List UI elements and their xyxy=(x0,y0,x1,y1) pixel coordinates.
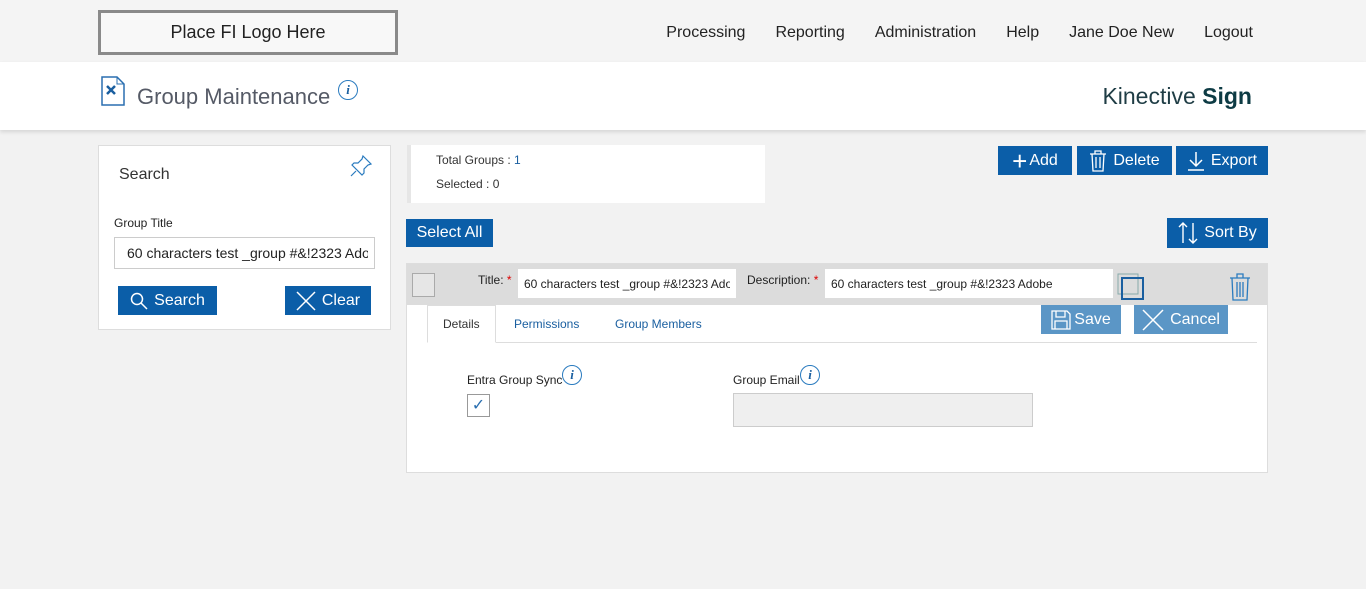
delete-button[interactable]: Delete xyxy=(1077,146,1172,175)
tab-details-label: Details xyxy=(443,317,480,331)
copy-icon[interactable] xyxy=(1117,273,1145,301)
info-icon[interactable]: i xyxy=(562,365,582,385)
page-title: Group Maintenance xyxy=(137,84,331,109)
sort-by-label: Sort By xyxy=(1204,224,1257,241)
plus-icon: + xyxy=(1012,145,1028,176)
tab-group-members-label: Group Members xyxy=(615,317,702,331)
tab-underline xyxy=(427,342,1257,343)
top-bar: Place FI Logo Here Processing Reporting … xyxy=(0,0,1366,62)
main-nav: Processing Reporting Administration Help… xyxy=(666,24,1253,42)
trash-icon xyxy=(1090,149,1107,172)
entra-group-sync-checkbox[interactable]: ✓ xyxy=(467,394,490,417)
close-icon xyxy=(296,290,316,311)
nav-user[interactable]: Jane Doe New xyxy=(1069,24,1175,41)
brand-logo: Kinective Sign xyxy=(1102,83,1252,110)
group-document-icon xyxy=(101,76,125,106)
summary-box: Total Groups : 1 Selected : 0 xyxy=(407,145,765,203)
brand-light: Kinective xyxy=(1102,83,1203,109)
tab-details[interactable]: Details xyxy=(427,305,496,343)
select-all-label: Select All xyxy=(416,224,483,241)
trash-icon[interactable] xyxy=(1229,273,1251,301)
logo-placeholder: Place FI Logo Here xyxy=(98,10,398,55)
brand-bold: Sign xyxy=(1202,83,1252,109)
group-email-label: Group Email xyxy=(733,373,800,387)
download-icon xyxy=(1187,151,1204,171)
save-button[interactable]: Save xyxy=(1041,305,1121,334)
tab-group-members[interactable]: Group Members xyxy=(600,305,717,343)
nav-reporting[interactable]: Reporting xyxy=(775,24,845,41)
tab-permissions[interactable]: Permissions xyxy=(499,305,594,343)
close-icon xyxy=(1142,308,1164,331)
export-button[interactable]: Export xyxy=(1176,146,1268,175)
nav-administration[interactable]: Administration xyxy=(874,24,977,41)
selected-label: Selected : xyxy=(436,177,493,191)
info-icon[interactable]: i xyxy=(338,80,358,100)
total-count: 1 xyxy=(514,153,521,167)
search-title: Search xyxy=(119,166,170,183)
group-email-input[interactable] xyxy=(733,393,1033,427)
page-header: Group Maintenance i Kinective Sign xyxy=(0,62,1366,130)
group-title-label: Group Title xyxy=(114,216,173,230)
nav-help[interactable]: Help xyxy=(1006,24,1040,41)
search-button-label: Search xyxy=(154,291,205,309)
group-description-field[interactable] xyxy=(825,269,1113,298)
clear-button-label: Clear xyxy=(321,291,361,309)
clear-button[interactable]: Clear xyxy=(285,286,371,315)
group-title-field[interactable] xyxy=(518,269,736,298)
title-label: Title: * xyxy=(478,273,512,287)
add-label: Add xyxy=(1029,151,1058,169)
search-button[interactable]: Search xyxy=(118,286,217,315)
cancel-label: Cancel xyxy=(1170,310,1220,328)
total-label: Total Groups : xyxy=(436,153,515,167)
sort-by-button[interactable]: Sort By xyxy=(1167,218,1268,248)
nav-logout[interactable]: Logout xyxy=(1204,24,1253,41)
save-label: Save xyxy=(1074,310,1111,328)
search-panel: Search Group Title Search Clear xyxy=(98,145,391,330)
tab-permissions-label: Permissions xyxy=(514,317,580,331)
pin-icon[interactable] xyxy=(349,154,373,178)
total-groups: Total Groups : 1 xyxy=(436,153,521,167)
export-label: Export xyxy=(1210,151,1258,169)
selected-count: 0 xyxy=(492,177,500,191)
selected-groups: Selected : 0 xyxy=(436,177,499,191)
sort-icon xyxy=(1178,222,1198,244)
save-icon xyxy=(1051,309,1071,330)
info-icon[interactable]: i xyxy=(800,365,820,385)
entra-group-sync-label: Entra Group Sync xyxy=(467,373,563,387)
group-select-checkbox[interactable] xyxy=(412,273,435,297)
group-title-input[interactable] xyxy=(114,237,375,269)
cancel-button[interactable]: Cancel xyxy=(1134,305,1228,334)
select-all-button[interactable]: Select All xyxy=(406,219,493,247)
add-button[interactable]: + Add xyxy=(998,146,1072,175)
search-icon xyxy=(130,292,148,310)
nav-processing[interactable]: Processing xyxy=(666,24,746,41)
description-label: Description: * xyxy=(747,273,819,287)
delete-label: Delete xyxy=(1113,151,1160,169)
